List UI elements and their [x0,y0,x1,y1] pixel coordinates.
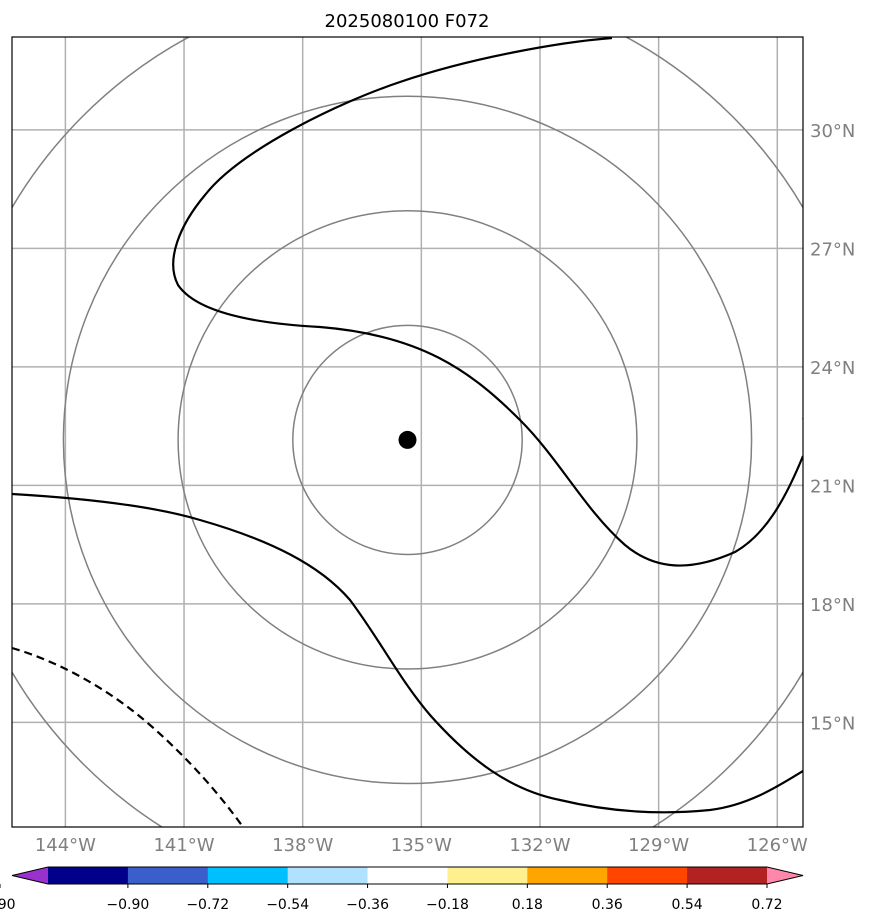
map-frame [11,36,804,828]
colorbar-tick-label: −0.72 [186,897,229,913]
latitude-tick-label: 24°N [810,358,855,379]
contour-line-south [12,492,803,814]
colorbar-segment [207,867,289,884]
colorbar-segment [527,867,608,884]
longitude-tick-label: 141°W [153,835,214,856]
colorbar-tick-label: 0.36 [592,897,623,913]
colorbar-segment [127,867,209,884]
storm-center-marker [398,430,417,449]
colorbar-tick-label: 0.72 [751,897,782,913]
latitude-tick-label: 18°N [810,595,855,616]
latitude-tick-label: 30°N [810,121,855,142]
longitude-tick-label: 129°W [628,835,689,856]
colorbar-extend-low [12,867,48,884]
colorbar-tick-label: 0.90 [0,897,16,913]
colorbar-segment [48,867,129,884]
graticule [12,37,803,827]
colorbar-segment [367,867,448,884]
figure-title: 2025080100 F072 [325,11,490,32]
colorbar-segment [607,867,688,884]
range-rings [12,37,803,827]
longitude-tick-labels: 144°W 141°W 138°W 135°W 132°W 129°W 126°W [35,835,808,856]
colorbar-tick-label: −0.90 [106,897,149,913]
range-ring [12,37,803,827]
colorbar-tick-label: 0.18 [512,897,543,913]
longitude-tick-label: 126°W [747,835,808,856]
range-ring [62,95,753,785]
longitude-tick-label: 138°W [272,835,333,856]
colorbar-tick-label: −0.36 [346,897,389,913]
range-ring [177,210,638,670]
longitude-tick-label: 135°W [391,835,452,856]
longitude-tick-label: 144°W [35,835,96,856]
range-ring [292,324,523,556]
latitude-tick-labels: 30°N 27°N 24°N 21°N 18°N 15°N [810,121,855,735]
colorbar-extend-high [767,867,803,884]
longitude-tick-label: 132°W [509,835,570,856]
colorbar-segment [287,867,369,884]
colorbar-tick-label: 0.54 [672,897,703,913]
colorbar-segment [447,867,528,884]
colorbar-segment [687,867,768,884]
colorbar-outline [11,866,804,885]
colorbar-tick-label: −0.18 [426,897,469,913]
colorbar-tick-label: −0.54 [266,897,309,913]
contours [12,37,803,827]
contour-line-north [172,37,803,567]
latitude-tick-label: 27°N [810,239,855,260]
latitude-tick-label: 21°N [810,476,855,497]
contour-line-dashed [12,646,244,827]
colorbar: −0.90 −0.72 −0.54 −0.36 −0.18 0.18 0.36 0.54 0.7… [0,866,804,913]
latitude-tick-label: 15°N [810,713,855,734]
map-panel [12,37,803,827]
